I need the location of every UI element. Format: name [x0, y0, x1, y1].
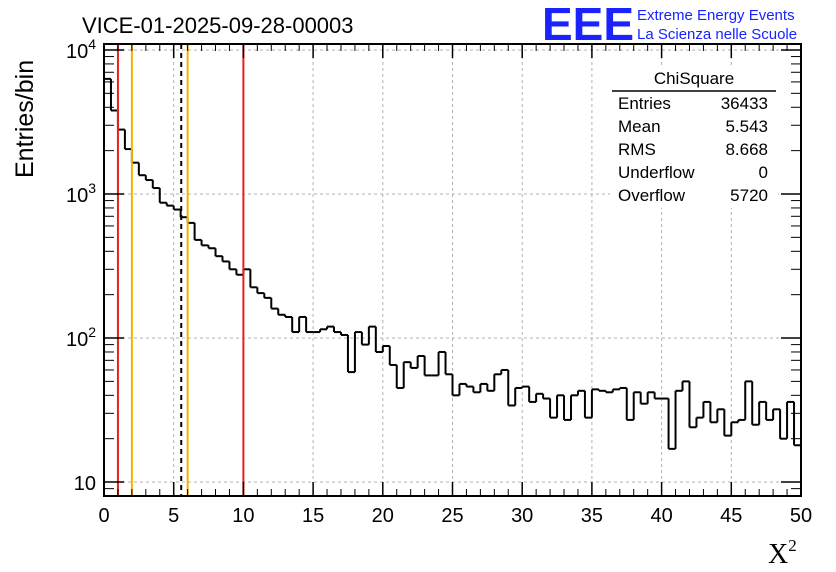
y-tick-label: 103 — [66, 180, 96, 207]
histogram — [104, 77, 801, 450]
stats-label: Mean — [618, 117, 661, 136]
x-tick-label: 10 — [232, 505, 254, 527]
stats-label: Entries — [618, 94, 671, 113]
stats-label: Underflow — [618, 163, 695, 182]
x-tick-label: 40 — [650, 505, 672, 527]
x-tick-label: 50 — [790, 505, 812, 527]
y-tick-label: 104 — [66, 36, 96, 63]
chart-title: VICE-01-2025-09-28-00003 — [82, 13, 354, 38]
x-axis-label: X2 — [768, 536, 797, 570]
x-tick-label: 20 — [372, 505, 394, 527]
eee-logo: EEE Extreme Energy Events La Scienza nel… — [542, 0, 797, 50]
stats-box-bg — [610, 66, 778, 208]
logo-line-1: Extreme Energy Events — [637, 7, 795, 24]
y-axis-label: Entries/bin — [11, 60, 39, 178]
stats-box: ChiSquare Entries 36433 Mean 5.543 RMS 8.668 U… — [610, 66, 778, 208]
x-axis-ticks: 0 5 10 15 20 25 30 35 40 45 50 — [98, 44, 812, 527]
stats-label: RMS — [618, 140, 656, 159]
x-tick-label: 35 — [581, 505, 603, 527]
y-tick-label: 10 — [74, 473, 96, 495]
logo-line-2: La Scienza nelle Scuole — [637, 26, 797, 43]
x-tick-label: 5 — [168, 505, 179, 527]
x-tick-label: 0 — [98, 505, 109, 527]
y-tick-label-base: 10 — [66, 41, 88, 63]
stats-title: ChiSquare — [654, 69, 734, 88]
y-tick-label-exponent: 3 — [88, 180, 96, 196]
y-tick-label-base: 10 — [66, 185, 88, 207]
y-tick-label: 102 — [66, 324, 96, 351]
stats-rows: Entries 36433 Mean 5.543 RMS 8.668 Underflow 0 O… — [618, 94, 768, 205]
x-tick-label: 30 — [511, 505, 533, 527]
stats-value: 36433 — [721, 94, 768, 113]
stats-value: 8.668 — [725, 140, 768, 159]
stats-value: 5720 — [730, 186, 768, 205]
y-tick-label-base: 10 — [66, 329, 88, 351]
y-tick-label-base: 10 — [74, 473, 96, 495]
stats-value: 0 — [759, 163, 768, 182]
stats-value: 5.543 — [725, 117, 768, 136]
stats-label: Overflow — [618, 186, 686, 205]
x-tick-label: 45 — [720, 505, 742, 527]
x-tick-label: 25 — [441, 505, 463, 527]
vertical-lines — [116, 44, 245, 496]
x-tick-label: 15 — [302, 505, 324, 527]
y-tick-label-exponent: 2 — [88, 324, 96, 340]
logo-text: EEE — [542, 0, 634, 50]
x-axis-label-base: X — [768, 539, 788, 570]
x-axis-label-sup: 2 — [788, 536, 797, 555]
y-tick-label-exponent: 4 — [88, 36, 96, 52]
